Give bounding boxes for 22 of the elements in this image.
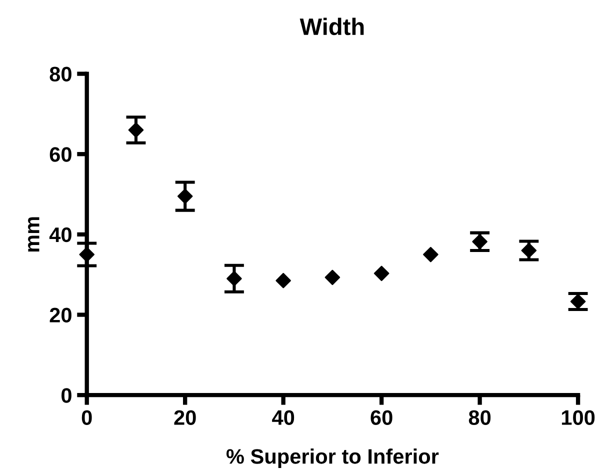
point <box>177 188 193 204</box>
x-tick-label: 20 <box>174 410 196 425</box>
y-tick-label: 80 <box>50 66 72 82</box>
point <box>374 266 390 282</box>
point <box>128 122 144 138</box>
point <box>226 270 242 286</box>
x-axis-title: % Superior to Inferior <box>226 448 439 468</box>
chart-title: Width <box>300 18 364 36</box>
y-tick-label: 0 <box>62 388 72 403</box>
point <box>423 246 438 262</box>
y-tick-label: 60 <box>50 147 72 162</box>
x-tick-label: 80 <box>468 410 491 425</box>
x-tick-label: 100 <box>562 410 595 425</box>
y-axis-title: mm <box>28 217 40 252</box>
point <box>79 246 94 262</box>
x-tick-label: 60 <box>370 410 392 425</box>
y-tick-label: 20 <box>50 308 72 323</box>
point <box>324 270 340 286</box>
x-tick-label: 0 <box>82 410 92 425</box>
point <box>276 272 291 288</box>
y-tick-label: 40 <box>49 227 72 242</box>
x-tick-label: 40 <box>272 410 294 425</box>
